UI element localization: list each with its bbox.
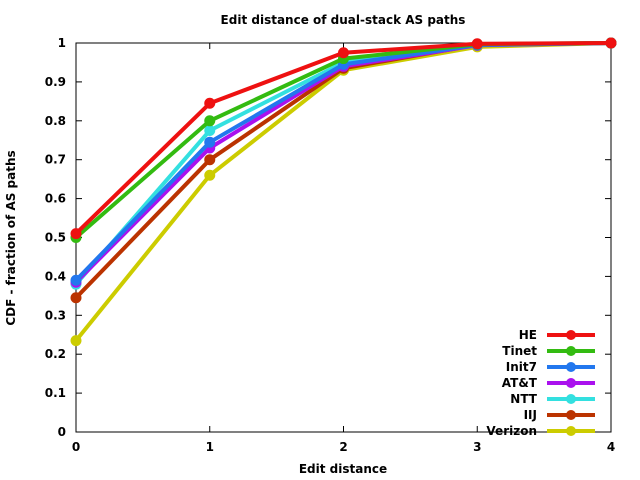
data-point-init7 — [204, 136, 216, 148]
y-tick-label: 0.3 — [45, 308, 66, 322]
legend: HE Tinet Init7 AT&T NTT IIJ Verizon — [486, 328, 595, 438]
legend-label: Tinet — [502, 344, 537, 358]
legend-label: HE — [519, 328, 537, 342]
series-line-init7 — [74, 41, 612, 282]
legend-swatch-marker — [566, 330, 576, 340]
legend-item-init7: Init7 — [506, 360, 595, 374]
data-point-verizon — [204, 169, 216, 181]
y-tick-label: 0.1 — [45, 386, 66, 400]
y-axis-ticks: 0 0.1 0.2 0.3 0.4 0.5 0.6 0.7 0.8 0.9 1 — [45, 36, 611, 439]
legend-item-tinet: Tinet — [502, 344, 595, 358]
legend-label: Init7 — [506, 360, 537, 374]
data-point-ntt — [204, 125, 216, 137]
legend-item-ntt: NTT — [510, 392, 595, 406]
legend-swatch-marker — [566, 394, 576, 404]
series-line-ntt — [74, 41, 612, 286]
y-axis-label: CDF - fraction of AS paths — [4, 150, 18, 325]
series-line-iij — [74, 41, 612, 300]
series-line-at-t — [74, 41, 612, 284]
data-point-iij — [70, 292, 82, 304]
data-point-he — [70, 228, 82, 240]
x-tick-label: 4 — [607, 440, 615, 454]
y-tick-label: 0.5 — [45, 231, 66, 245]
series-he — [70, 37, 617, 240]
legend-swatch-marker — [566, 378, 576, 388]
data-point-he — [471, 38, 483, 50]
data-point-verizon — [70, 335, 82, 347]
legend-swatch-marker — [566, 410, 576, 420]
legend-item-at-t: AT&T — [502, 376, 595, 390]
data-point-he — [204, 97, 216, 109]
y-tick-label: 1 — [58, 36, 66, 50]
x-tick-label: 2 — [339, 440, 347, 454]
y-tick-label: 0.6 — [45, 192, 66, 206]
legend-item-iij: IIJ — [524, 408, 595, 422]
legend-item-verizon: Verizon — [486, 424, 595, 438]
y-tick-label: 0.2 — [45, 347, 66, 361]
y-tick-label: 0.7 — [45, 153, 66, 167]
x-tick-label: 0 — [72, 440, 80, 454]
y-tick-label: 0.9 — [45, 75, 66, 89]
data-point-he — [338, 47, 349, 59]
y-tick-label: 0.8 — [45, 114, 66, 128]
legend-swatch-marker — [566, 346, 576, 356]
legend-swatch-marker — [566, 362, 576, 372]
data-point-tinet — [204, 115, 216, 127]
y-tick-label: 0.4 — [45, 269, 66, 283]
data-point-he — [605, 37, 617, 49]
legend-label: Verizon — [486, 424, 537, 438]
legend-label: AT&T — [502, 376, 538, 390]
y-tick-label: 0 — [58, 425, 66, 439]
x-tick-label: 1 — [206, 440, 214, 454]
data-point-init7 — [70, 274, 82, 286]
data-point-iij — [204, 154, 216, 166]
x-tick-label: 3 — [473, 440, 481, 454]
series-verizon — [70, 37, 617, 347]
legend-item-he: HE — [519, 328, 595, 342]
legend-label: NTT — [510, 392, 538, 406]
legend-swatch-marker — [566, 426, 576, 436]
legend-label: IIJ — [524, 408, 537, 422]
series-layer — [70, 37, 617, 347]
x-axis-label: Edit distance — [299, 462, 387, 476]
chart-title: Edit distance of dual-stack AS paths — [221, 13, 466, 27]
